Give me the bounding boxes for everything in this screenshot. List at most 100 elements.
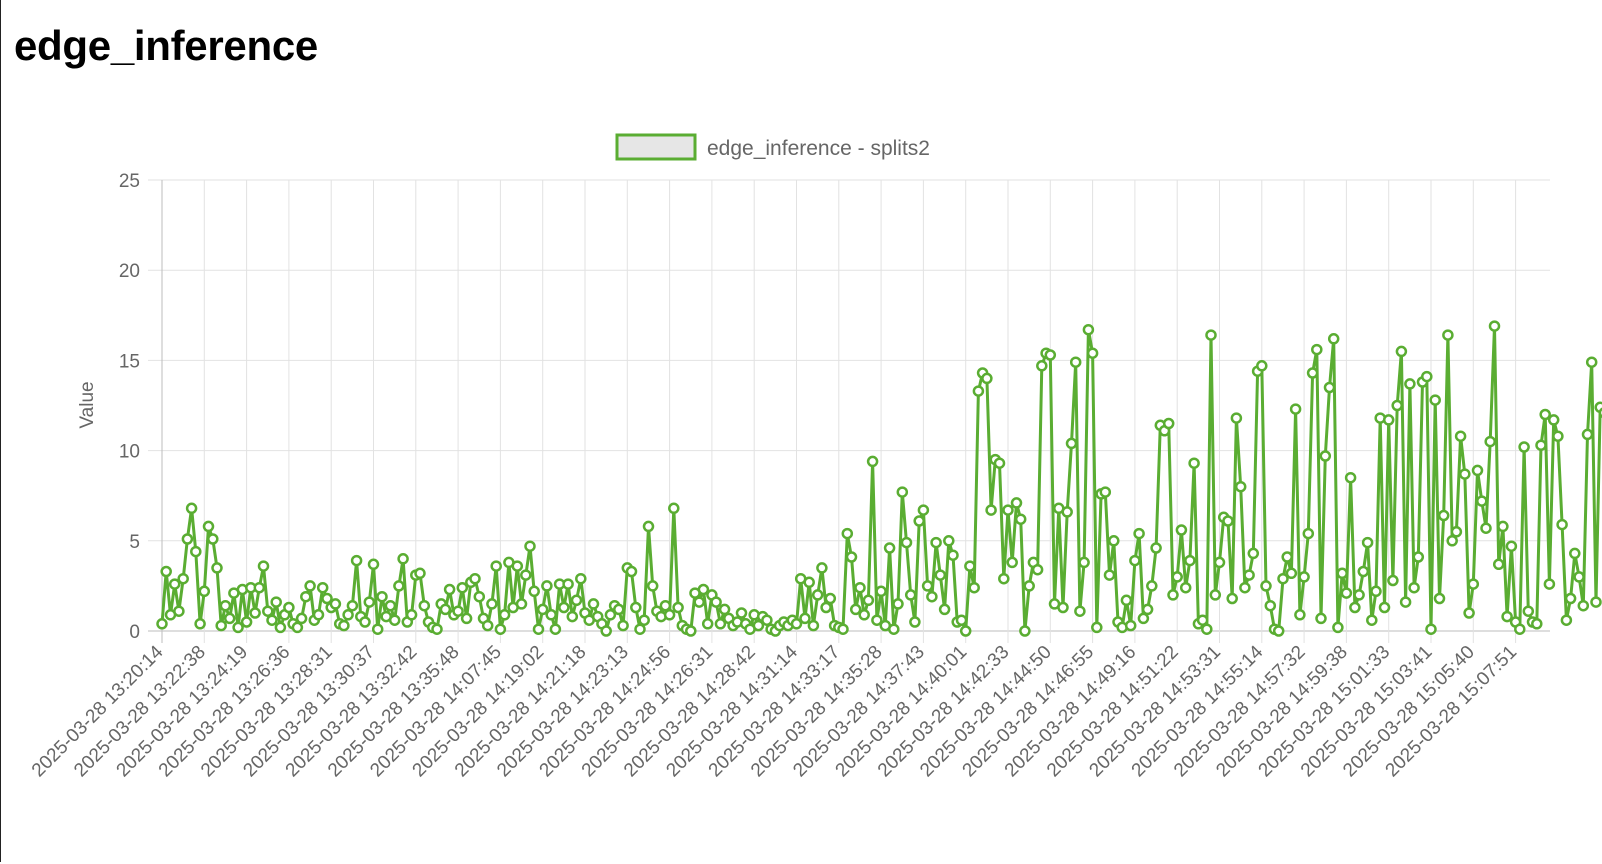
data-point: [1408, 581, 1420, 594]
data-point: [638, 614, 650, 626]
data-point: [215, 619, 227, 632]
data-point: [1505, 540, 1518, 552]
y-tick-label: 10: [119, 442, 140, 463]
data-point: [1484, 435, 1496, 448]
data-point: [1146, 580, 1158, 592]
data-point: [473, 590, 486, 603]
data-point: [710, 596, 722, 608]
data-point: [283, 601, 295, 614]
legend-label[interactable]: edge_inference - splits2: [707, 137, 930, 160]
data-point: [316, 581, 329, 594]
data-point: [562, 578, 574, 590]
data-point: [1421, 370, 1433, 383]
data-point: [947, 549, 959, 561]
data-point: [1285, 567, 1298, 580]
data-point: [194, 618, 206, 630]
data-point: [262, 605, 274, 617]
data-point: [1319, 450, 1332, 462]
data-point: [634, 623, 646, 635]
data-point: [156, 618, 168, 630]
data-point: [1573, 571, 1585, 583]
data-point: [824, 592, 837, 605]
data-point: [376, 590, 388, 603]
data-point: [363, 596, 376, 608]
data-point: [431, 623, 443, 635]
data-point: [520, 569, 532, 581]
data-point: [1205, 329, 1217, 341]
data-point: [253, 581, 266, 594]
data-point: [913, 515, 925, 527]
data-point: [232, 621, 244, 634]
data-point: [714, 618, 727, 630]
data-point: [1031, 563, 1044, 576]
data-point: [1294, 609, 1306, 621]
data-point: [1074, 605, 1086, 617]
data-point: [1539, 408, 1551, 421]
data-point: [1006, 556, 1018, 569]
data-point: [896, 486, 909, 498]
data-point: [1488, 320, 1501, 332]
data-point: [185, 502, 198, 515]
data-point: [367, 558, 380, 571]
data-point: [270, 596, 282, 608]
data-point: [1023, 580, 1035, 592]
data-point: [642, 520, 655, 533]
data-point: [841, 527, 854, 540]
data-point: [930, 536, 942, 549]
data-point: [1239, 581, 1251, 594]
data-point: [1298, 571, 1310, 583]
data-point: [1302, 527, 1315, 540]
y-tick-label: 5: [129, 532, 140, 553]
data-point: [1014, 513, 1027, 525]
data-point: [1395, 345, 1408, 358]
data-point: [1446, 535, 1458, 547]
data-point: [1260, 580, 1272, 592]
data-point: [1171, 571, 1183, 583]
data-point: [1162, 417, 1175, 430]
data-point: [511, 560, 524, 572]
data-point: [384, 599, 397, 612]
data-point: [926, 590, 938, 603]
data-point: [985, 504, 997, 516]
data-point: [1442, 329, 1454, 341]
data-point: [414, 567, 426, 580]
data-point: [274, 621, 287, 634]
data-point: [1552, 430, 1564, 442]
data-point: [938, 603, 951, 616]
data-point: [1459, 468, 1471, 480]
data-point: [1196, 614, 1209, 626]
data-point: [972, 385, 985, 397]
data-point: [1103, 569, 1116, 581]
legend[interactable]: edge_inference - splits2: [615, 133, 930, 161]
data-point: [536, 603, 549, 616]
data-point: [1099, 486, 1112, 498]
data-point: [587, 598, 600, 610]
grid-lines: [148, 179, 1550, 643]
data-point: [1522, 605, 1535, 617]
data-point: [672, 601, 684, 614]
data-point: [693, 596, 705, 608]
data-point: [701, 618, 714, 630]
data-point: [1277, 572, 1289, 585]
data-point: [460, 612, 473, 625]
data-point: [350, 554, 363, 567]
data-point: [1120, 594, 1133, 607]
legend-swatch[interactable]: [615, 133, 697, 161]
data-point: [659, 599, 672, 612]
data-point: [1399, 596, 1412, 608]
y-tick-label: 0: [129, 622, 140, 643]
data-point: [1141, 603, 1154, 616]
data-point: [892, 598, 904, 610]
data-point: [1036, 360, 1048, 372]
data-point: [1002, 504, 1014, 516]
data-point: [1463, 607, 1475, 619]
data-point: [1247, 547, 1260, 560]
data-point: [1492, 558, 1505, 571]
data-point: [1184, 554, 1196, 567]
data-point: [300, 590, 312, 603]
data-point: [955, 614, 968, 626]
data-point: [490, 560, 502, 572]
data-point: [566, 610, 579, 623]
